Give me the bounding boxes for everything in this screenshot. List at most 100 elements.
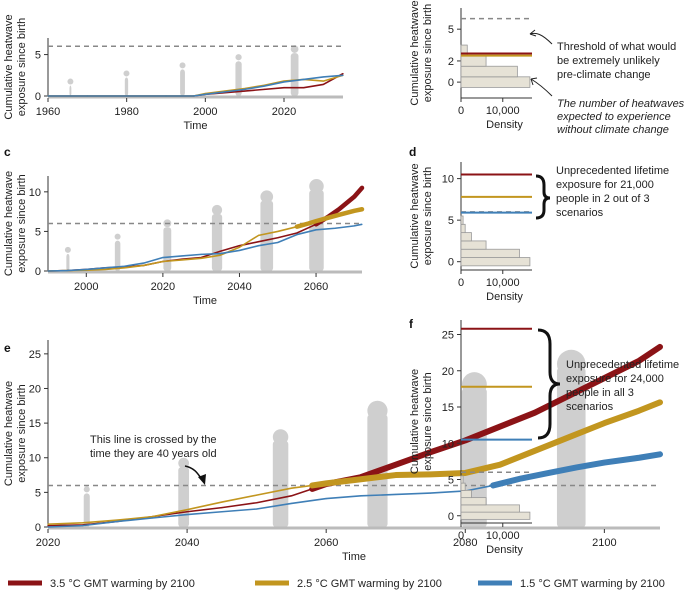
data-point-s35-e — [395, 464, 397, 466]
data-point-s35-e — [290, 495, 293, 497]
data-point-s15-c — [47, 270, 49, 272]
data-point-s35-e — [221, 507, 223, 509]
data-point-s25-c — [326, 217, 329, 219]
data-point-s15-e — [186, 513, 188, 516]
data-point-s25-e — [659, 401, 661, 403]
data-point-s15-e — [82, 525, 84, 527]
silhouette-body — [556, 368, 586, 527]
data-point-s15-c — [200, 253, 202, 255]
data-point-s35-e — [499, 425, 501, 428]
y-axis-label-b: Cumulative heatwave exposure since birth — [409, 0, 434, 105]
y-tick-label-f: 0 — [448, 511, 454, 523]
silhouette-body — [180, 69, 185, 96]
annotation-d: people in 2 out of 3 — [556, 193, 650, 205]
data-point-s25-c — [277, 230, 279, 233]
x-tick-label-c: 2020 — [151, 281, 175, 293]
y-axis-label-line2: exposure since birth — [422, 167, 434, 265]
x-axis-label-a: Time — [183, 120, 207, 132]
silhouette-body — [211, 214, 223, 271]
y-tick-label-e: 5 — [35, 487, 41, 499]
data-point-s35-a — [283, 87, 285, 89]
data-point-s15-e — [548, 472, 550, 474]
y-axis-label-line1: Cumulative heatwave — [409, 163, 421, 268]
silhouette-head — [114, 233, 121, 240]
data-point-s35-c — [219, 250, 221, 252]
y-axis-label-c: Cumulative heatwave exposure since birth — [3, 171, 28, 276]
data-point-s35-e — [256, 502, 258, 504]
x-tick-label-a: 1960 — [36, 106, 60, 118]
data-point-s15-c — [143, 262, 145, 264]
person-silhouette-icon — [211, 204, 223, 271]
x-tick-label-a: 2000 — [193, 106, 217, 118]
data-point-s25-c — [315, 220, 317, 222]
data-point-s35-a — [263, 88, 265, 90]
x-axis-label-b: Density — [486, 119, 523, 131]
x-tick-label-a: 2020 — [272, 106, 296, 118]
data-point-s35-e — [534, 412, 536, 414]
x-axis-label-e: Time — [342, 551, 366, 563]
data-point-s25-e — [221, 501, 223, 503]
legend-label-25: 2.5 °C GMT warming by 2100 — [297, 578, 442, 590]
person-silhouette-icon — [123, 70, 130, 96]
x-tick-label-e: 2100 — [592, 537, 616, 549]
y-tick-label-a: 0 — [35, 91, 41, 103]
data-point-s15-a — [244, 88, 246, 90]
data-point-s15-c — [181, 255, 183, 257]
data-point-s15-a — [322, 76, 324, 78]
y-tick-label-a: 5 — [35, 50, 41, 62]
y-tick-label-b: 2 — [448, 56, 454, 68]
hist-bar-d — [460, 248, 520, 258]
data-point-s35-c — [361, 187, 363, 189]
data-point-s25-e — [186, 509, 188, 511]
data-point-s35-c — [353, 195, 355, 198]
x-tick-label-c: 2060 — [304, 281, 328, 293]
hist-bar-f — [460, 497, 487, 506]
data-point-s25-c — [104, 268, 107, 271]
panel-label-e: e — [4, 341, 11, 355]
data-point-s15-e — [325, 498, 327, 500]
annotation-expected: without climate change — [557, 124, 669, 136]
x-tick-label-f: 10,000 — [486, 530, 520, 542]
silhouette-body — [235, 61, 242, 96]
data-point-s25-e — [116, 519, 119, 521]
silhouette-body — [178, 467, 190, 527]
person-silhouette-icon — [367, 400, 388, 527]
silhouette-body — [290, 53, 299, 96]
data-point-s15-e — [256, 508, 258, 510]
x-tick-label-d: 10,000 — [486, 277, 520, 289]
y-axis-label-line2: exposure since birth — [422, 4, 434, 102]
y-tick-label-c: 10 — [29, 187, 41, 199]
annotation-e: This line is crossed by the — [90, 434, 217, 446]
data-point-s15-c — [219, 252, 221, 255]
data-point-s15-a — [192, 95, 195, 97]
silhouette-head — [260, 190, 274, 204]
data-point-s15-e — [116, 520, 119, 523]
series-line-s15-c — [47, 223, 363, 272]
data-point-s25-e — [256, 494, 258, 496]
hist-bar-d — [460, 240, 487, 250]
silhouette-body — [124, 77, 129, 96]
data-point-s25-a — [322, 80, 324, 82]
data-point-s35-a — [244, 90, 246, 92]
data-point-s25-c — [258, 234, 260, 236]
data-point-s15-c — [66, 270, 68, 272]
data-point-s35-c — [338, 208, 340, 210]
hist-bar-d — [460, 223, 466, 234]
silhouette-body — [69, 85, 72, 96]
silhouette-head — [179, 62, 186, 69]
arrow-icon — [198, 474, 206, 485]
annotation-f: scenarios — [566, 401, 614, 413]
curly-brace-icon — [537, 328, 561, 440]
x-tick-label-b: 0 — [458, 105, 464, 117]
hist-bar-b — [460, 55, 487, 67]
data-point-s15-e — [575, 466, 578, 469]
data-point-s15-c — [162, 256, 164, 259]
data-point-s25-c — [123, 267, 126, 269]
data-point-s25-e — [499, 464, 501, 466]
data-point-s35-e — [603, 377, 605, 379]
legend-label-15: 1.5 °C GMT warming by 2100 — [520, 578, 665, 590]
data-point-s35-a — [342, 73, 344, 75]
annotation-d: Unprecedented lifetime — [556, 165, 669, 177]
y-axis-label-line2: exposure since birth — [16, 384, 28, 482]
data-point-s25-c — [307, 222, 309, 225]
